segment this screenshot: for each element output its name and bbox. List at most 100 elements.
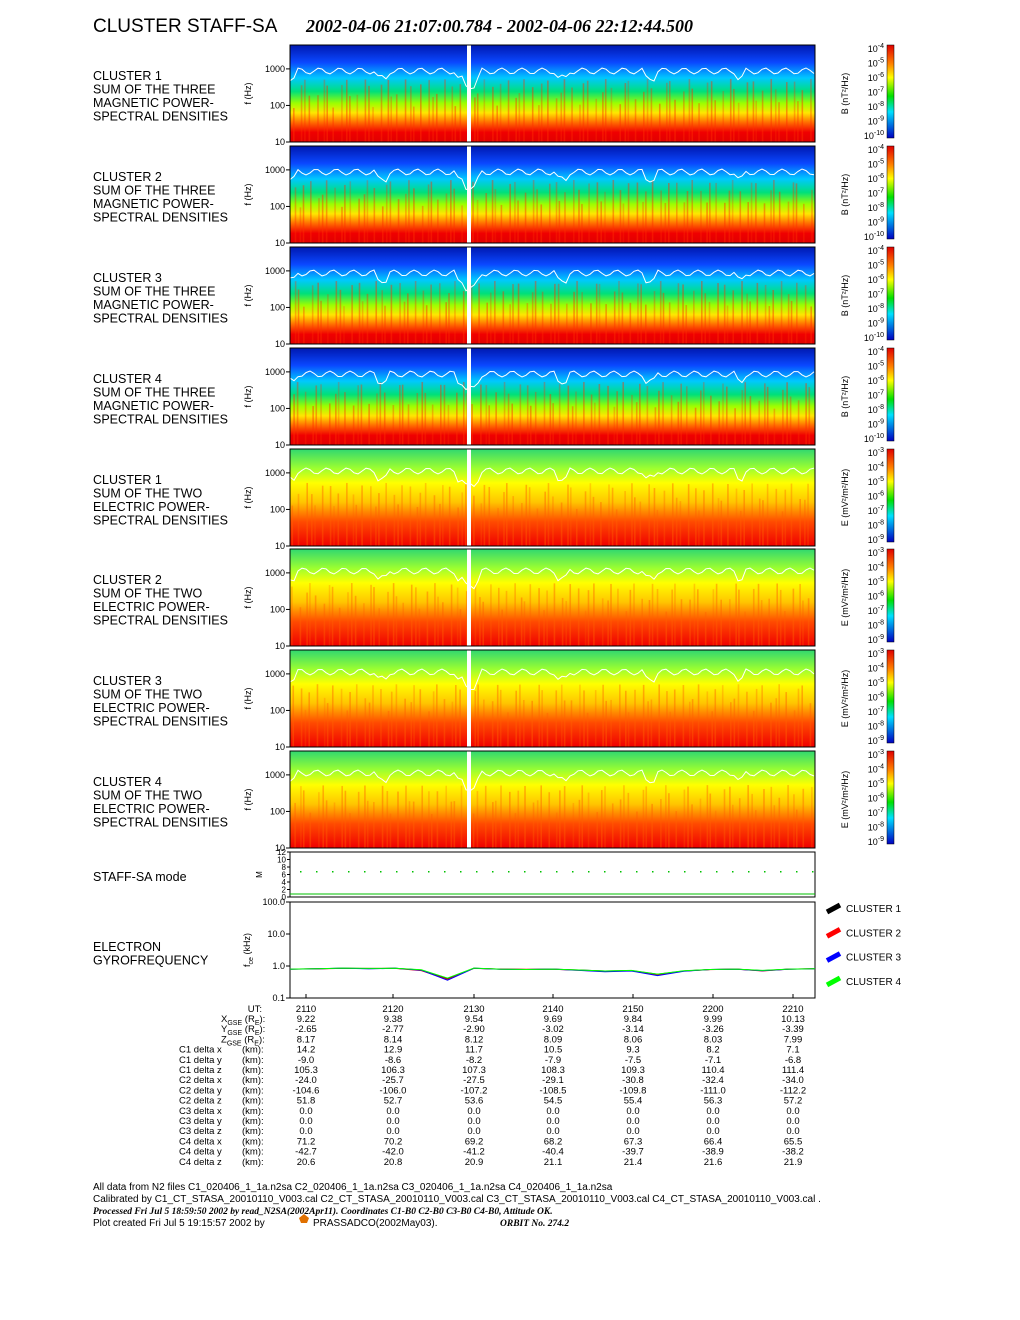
spectrogram-streak	[308, 692, 311, 747]
spectrogram-streak	[366, 800, 369, 848]
y-tick-label: 1000	[265, 669, 285, 679]
y-tick-label: 100	[270, 403, 285, 413]
footer-line: Plot created Fri Jul 5 19:15:57 2002 by	[93, 1218, 265, 1229]
spectrogram-streak	[445, 785, 448, 848]
spectrogram-streak	[733, 698, 736, 747]
spectrogram-streak	[401, 384, 404, 445]
spectrogram-streak	[424, 482, 427, 546]
spectrogram-streak	[503, 492, 505, 546]
spectrogram-streak	[631, 483, 633, 546]
spectrogram-streak	[490, 584, 492, 646]
spectrogram-streak	[479, 597, 481, 646]
spectrogram-streak	[304, 391, 307, 445]
colorbar-tick-label: 10-5	[868, 677, 884, 688]
panel-label: CLUSTER 1	[93, 473, 162, 487]
spectrogram-streak	[729, 702, 732, 747]
spectrogram-streak	[390, 284, 393, 344]
footer-line: PRASSADCO(2002May03).	[313, 1218, 438, 1229]
table-label: C3 delta z	[179, 1126, 222, 1137]
spectrogram-streak	[612, 179, 615, 243]
spectrogram-streak	[407, 293, 409, 344]
spectrogram-streak	[349, 813, 351, 848]
spectrogram-streak	[416, 507, 419, 546]
spectrogram-streak	[616, 391, 618, 445]
colorbar	[886, 750, 895, 845]
spectrogram-streak	[792, 588, 795, 646]
spectrogram-streak	[662, 382, 664, 445]
spectrogram-streak	[314, 595, 317, 646]
table-label: C1 delta y	[179, 1055, 222, 1066]
spectrogram-streak	[426, 591, 429, 646]
mode-dot	[332, 871, 334, 873]
spectrogram-streak	[480, 503, 483, 546]
spectrogram-streak	[768, 598, 770, 646]
cyclotron-line	[289, 467, 815, 488]
logo	[299, 1214, 309, 1223]
spectrogram-streak	[517, 200, 519, 243]
spectrogram-streak	[372, 107, 374, 142]
spectrogram-streak	[589, 483, 592, 546]
spectrogram-streak	[489, 292, 492, 344]
spectrogram-streak	[511, 403, 514, 445]
panel-label: CLUSTER 1	[93, 69, 162, 83]
spectrogram-streak	[717, 283, 719, 344]
spectrogram-streak	[602, 92, 604, 142]
table-label: C3 delta y	[179, 1116, 222, 1127]
spectrogram-streak	[459, 689, 461, 747]
footer-line: All data from N2 files C1_020406_1_1a.n2…	[93, 1182, 613, 1193]
table-cell: -8.6	[385, 1055, 401, 1066]
mode-dot	[668, 871, 670, 873]
y-tick-label: 100	[270, 100, 285, 110]
spectrogram-streak	[445, 302, 447, 344]
spectrogram-streak	[629, 302, 632, 344]
cyclotron-line	[289, 67, 815, 90]
table-cell: 10.13	[781, 1014, 805, 1025]
spectrogram-streak	[563, 700, 566, 747]
spectrogram-streak	[578, 799, 581, 848]
spectrogram-streak	[532, 802, 535, 848]
table-cell: 51.8	[297, 1096, 316, 1107]
spectrogram-streak	[547, 80, 549, 142]
spectrogram-streak	[651, 803, 653, 848]
table-cell: 8.2	[706, 1045, 719, 1056]
table-cell: 0.0	[546, 1116, 559, 1127]
table-cell: 52.7	[384, 1096, 403, 1107]
spectrogram-streak	[560, 684, 563, 747]
spectrogram-streak	[453, 188, 456, 243]
spectrogram-streak	[789, 396, 792, 445]
colorbar-tick-label: 10-8	[868, 404, 884, 415]
spectrogram-streak	[804, 285, 807, 344]
spectrogram-streak	[619, 190, 622, 243]
table-cell: -2.65	[295, 1024, 317, 1035]
colorbar-label: B (nT²/Hz)	[840, 275, 850, 317]
spectrogram-streak	[601, 598, 604, 646]
colorbar	[886, 548, 895, 643]
data-gap	[467, 650, 471, 747]
spectrogram-streak	[407, 404, 410, 445]
spectrogram-streak	[328, 403, 331, 445]
spectrogram-streak	[300, 688, 303, 747]
spectrogram-streak	[656, 509, 659, 546]
colorbar-tick-label: 10-7	[868, 706, 884, 717]
spectrogram-streak	[424, 392, 427, 445]
spectrogram-streak	[445, 193, 448, 243]
spectrogram-streak	[700, 280, 703, 344]
colorbar-tick-label: 10-10	[864, 231, 884, 242]
spectrogram-streak	[337, 493, 340, 546]
spectrogram-streak	[810, 306, 812, 344]
spectrogram-streak	[351, 285, 353, 344]
table-cell: -9.0	[298, 1055, 314, 1066]
table-cell: -104.6	[293, 1085, 320, 1096]
colorbar	[886, 44, 895, 139]
spectrogram-streak	[443, 384, 446, 445]
spectrogram-streak	[618, 280, 620, 344]
colorbar	[886, 246, 895, 341]
spectrogram-streak	[465, 591, 468, 646]
spectrogram-streak	[333, 802, 336, 848]
spectrogram-streak	[558, 200, 561, 243]
spectrogram-streak	[352, 494, 355, 546]
spectrogram-streak	[781, 511, 784, 546]
spectrogram-streak	[795, 183, 798, 243]
spectrogram-streak	[610, 699, 612, 747]
colorbar-tick-label: 10-7	[868, 505, 884, 516]
